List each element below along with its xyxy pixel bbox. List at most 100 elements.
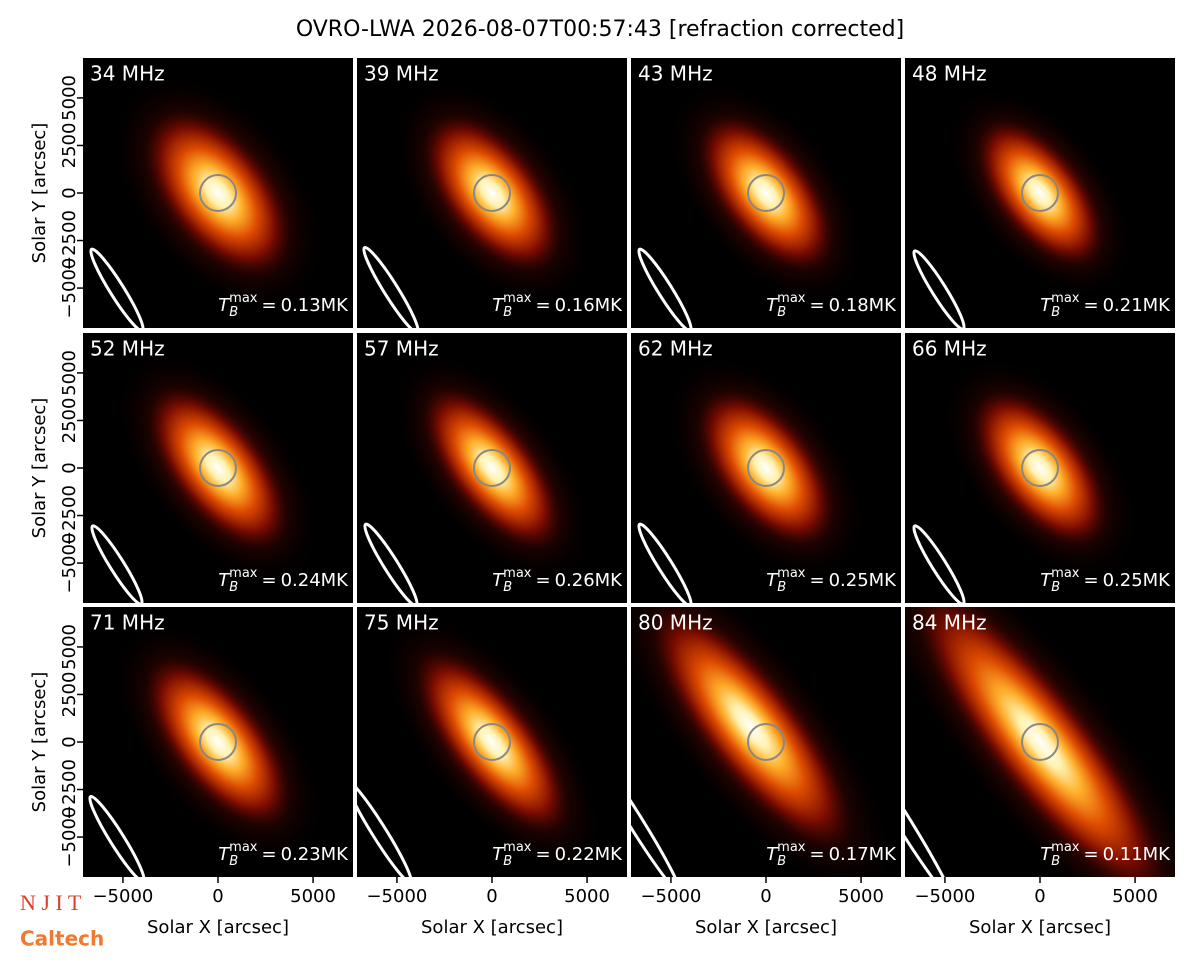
- frequency-label: 48 MHz: [912, 62, 987, 86]
- beam: [88, 794, 146, 877]
- x-tick-label: 0: [212, 886, 223, 907]
- tb-value: 0.11MK: [1103, 844, 1172, 865]
- emission-core: [647, 607, 855, 853]
- beam: [357, 779, 413, 877]
- frequency-label: 43 MHz: [638, 62, 713, 86]
- tb-sup: max: [777, 840, 806, 855]
- tb-sub: B: [1051, 854, 1060, 869]
- radio-image: [631, 607, 893, 877]
- tb-sup: max: [1051, 840, 1080, 855]
- emission-core: [696, 112, 836, 274]
- tb-sub: B: [777, 854, 786, 869]
- tb-value: 0.26MK: [555, 570, 624, 591]
- y-tick-label: 5000: [59, 624, 80, 670]
- frequency-label: 52 MHz: [90, 337, 165, 361]
- tb-sup: max: [1051, 566, 1080, 581]
- emission-core: [974, 116, 1106, 270]
- tb-max-label: TBmax = 0.13MK: [218, 291, 349, 320]
- tb-sup: max: [229, 840, 258, 855]
- x-tick-label: 0: [486, 886, 497, 907]
- tb-value: 0.23MK: [281, 844, 350, 865]
- tb-relation: =: [1083, 844, 1098, 865]
- y-axis-label: Solar Y [arcsec]: [29, 398, 50, 539]
- solar-limb: [199, 723, 237, 761]
- solar-limb: [199, 449, 237, 487]
- radio-image: [88, 621, 323, 877]
- radio-image: [357, 612, 602, 877]
- beam: [90, 524, 144, 603]
- panel: 43 MHz TBmax = 0.18MK: [631, 58, 901, 328]
- y-tick-label: −5000: [59, 533, 80, 594]
- x-tick-label: 5000: [290, 886, 336, 907]
- tb-value: 0.25MK: [829, 570, 898, 591]
- figure-title: OVRO-LWA 2026-08-07T00:57:43 [refraction…: [296, 17, 904, 42]
- solar-limb: [747, 449, 785, 487]
- x-axis-label: Solar X [arcsec]: [147, 917, 289, 938]
- y-tick-label: −2500: [59, 210, 80, 271]
- solar-limb: [473, 449, 511, 487]
- tb-sup: max: [229, 566, 258, 581]
- panel: 48 MHz TBmax = 0.21MK: [905, 58, 1175, 328]
- tb-value: 0.24MK: [281, 570, 350, 591]
- tb-sup: max: [229, 291, 258, 306]
- y-tick-label: −5000: [59, 258, 80, 319]
- beam: [631, 747, 682, 877]
- x-tick-label: 5000: [838, 886, 884, 907]
- emission-core: [970, 387, 1110, 549]
- tb-sub: B: [229, 580, 238, 595]
- logo-caltech: Caltech: [20, 927, 104, 951]
- tb-sup: max: [503, 566, 532, 581]
- tb-value: 0.18MK: [829, 295, 898, 316]
- frequency-label: 84 MHz: [912, 611, 987, 635]
- tb-sub: B: [229, 854, 238, 869]
- tb-max-label: TBmax = 0.17MK: [766, 840, 897, 869]
- tb-relation: =: [1083, 295, 1098, 316]
- radio-image: [912, 88, 1132, 328]
- frequency-label: 75 MHz: [364, 611, 439, 635]
- panel: 66 MHz TBmax = 0.25MK: [905, 333, 1175, 603]
- radio-image: [912, 357, 1138, 603]
- frequency-label: 34 MHz: [90, 62, 165, 86]
- emission-core: [695, 387, 837, 549]
- panel: 62 MHz TBmax = 0.25MK: [631, 333, 901, 603]
- x-axis-label: Solar X [arcsec]: [695, 917, 837, 938]
- y-tick-label: −2500: [59, 759, 80, 820]
- tb-value: 0.17MK: [829, 844, 898, 865]
- tb-sub: B: [503, 305, 512, 320]
- tb-value: 0.22MK: [555, 844, 624, 865]
- tb-value: 0.25MK: [1103, 570, 1172, 591]
- tb-relation: =: [535, 295, 550, 316]
- x-axis-label: Solar X [arcsec]: [421, 917, 563, 938]
- emission-core: [142, 107, 294, 279]
- radio-image: [363, 353, 591, 603]
- emission-core: [145, 383, 291, 553]
- tb-relation: =: [261, 570, 276, 591]
- y-axis-label: Solar Y [arcsec]: [29, 123, 50, 264]
- tb-sub: B: [777, 305, 786, 320]
- tb-value: 0.21MK: [1103, 295, 1172, 316]
- tb-relation: =: [261, 844, 276, 865]
- frequency-label: 66 MHz: [912, 337, 987, 361]
- tb-sub: B: [229, 305, 238, 320]
- tb-sup: max: [777, 291, 806, 306]
- tb-symbol: T: [1040, 844, 1053, 865]
- y-tick-label: 0: [59, 736, 80, 747]
- tb-max-label: TBmax = 0.26MK: [492, 566, 623, 595]
- panel: 39 MHz TBmax = 0.16MK: [357, 58, 627, 328]
- tb-max-label: TBmax = 0.21MK: [1040, 291, 1171, 320]
- tb-symbol: T: [1040, 295, 1053, 316]
- y-tick-label: −2500: [59, 485, 80, 546]
- x-axis-label: Solar X [arcsec]: [969, 917, 1111, 938]
- tb-symbol: T: [218, 295, 231, 316]
- x-tick-label: −5000: [92, 886, 153, 907]
- tb-relation: =: [535, 570, 550, 591]
- radio-image: [905, 607, 1175, 877]
- x-tick-label: 5000: [564, 886, 610, 907]
- x-tick-label: −5000: [914, 886, 975, 907]
- y-tick-label: −5000: [59, 807, 80, 868]
- tb-symbol: T: [492, 844, 505, 865]
